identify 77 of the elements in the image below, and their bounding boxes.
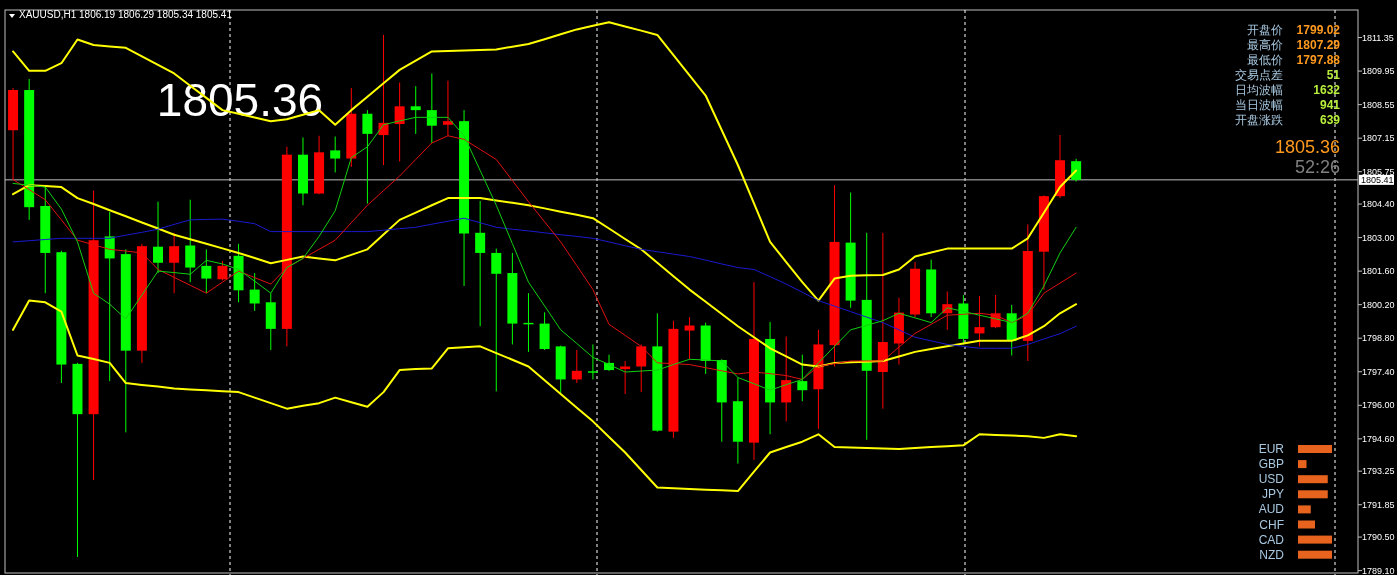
- y-tick-label: 1796.00: [1362, 400, 1395, 411]
- line-series: [12, 299, 1078, 493]
- candlestick: [797, 354, 808, 402]
- candlestick: [684, 316, 695, 360]
- candlestick: [426, 72, 437, 144]
- bar: [1298, 505, 1311, 514]
- bar: [1298, 520, 1315, 529]
- y-tick-label: 1791.85: [1362, 499, 1395, 510]
- annotation: 开盘价: [1247, 23, 1283, 37]
- y-tick-label: 1809.95: [1362, 66, 1395, 77]
- y-tick-label: NZD: [1259, 547, 1285, 562]
- candlestick: [169, 232, 180, 294]
- candlestick: [781, 336, 792, 422]
- y-tick-label: 1805.75: [1362, 166, 1395, 177]
- candlestick: [362, 109, 373, 205]
- y-tick-label: GBP: [1258, 457, 1284, 472]
- y-tick-label: 1800.20: [1362, 299, 1395, 310]
- candlestick: [636, 343, 647, 393]
- candlestick: [153, 201, 164, 274]
- y-tick-label: 1807.15: [1362, 133, 1395, 144]
- y-tick-label: 1808.55: [1362, 99, 1395, 110]
- candlestick: [587, 343, 598, 380]
- annotation: 1799.02: [1296, 23, 1341, 37]
- y-tick-label: 1797.40: [1362, 366, 1395, 377]
- y-tick-label: 1803.00: [1362, 232, 1395, 243]
- y-tick-label: AUD: [1258, 502, 1285, 517]
- candlestick: [442, 80, 453, 137]
- y-tick-label: 1794.60: [1362, 433, 1395, 444]
- candlestick: [217, 260, 228, 281]
- candlestick: [249, 272, 260, 312]
- y-tick-label: CHF: [1259, 517, 1284, 532]
- y-tick-label: EUR: [1258, 442, 1285, 456]
- candlestick: [185, 199, 196, 283]
- y-tick-label: JPY: [1261, 487, 1284, 502]
- annotation: 1805.36: [1274, 137, 1340, 157]
- bar: [1298, 535, 1332, 544]
- candlestick: [201, 248, 212, 294]
- y-tick-label: 1804.40: [1362, 199, 1395, 210]
- annotation: 941: [1319, 98, 1341, 112]
- candlestick: [394, 82, 405, 162]
- annotation: 最高价: [1247, 38, 1283, 52]
- y-tick-label: USD: [1258, 472, 1285, 487]
- candlestick: [491, 248, 502, 392]
- bar: [1298, 490, 1328, 499]
- annotation: 当日波幅: [1235, 98, 1283, 112]
- bar: [1298, 460, 1307, 469]
- candlestick: [974, 295, 985, 347]
- y-tick-label: 1793.25: [1362, 466, 1395, 477]
- y-tick-label: 1790.50: [1362, 532, 1395, 543]
- y-tick-label: 1798.80: [1362, 333, 1395, 344]
- candlestick: [475, 200, 486, 327]
- annotation: 开盘涨跌: [1235, 113, 1283, 127]
- candlestick: [571, 349, 582, 384]
- ref-line-label: 1805.41: [1361, 175, 1394, 186]
- annotation: 交易点差: [1235, 68, 1283, 82]
- annotation: 最低价: [1247, 53, 1283, 67]
- candlestick: [330, 136, 341, 173]
- bar: [1298, 445, 1332, 453]
- chart-title: XAUUSD,H1 1806.19 1806.29 1805.34 1805.41: [19, 9, 233, 20]
- annotation: 1807.29: [1296, 38, 1341, 52]
- annotation: 1632: [1313, 83, 1341, 97]
- line-series: [12, 21, 1078, 302]
- bar: [1298, 550, 1332, 559]
- candlestick: [410, 85, 421, 135]
- y-tick-label: 1801.60: [1362, 266, 1395, 277]
- line-series: [12, 184, 1078, 368]
- annotation: 1797.88: [1296, 53, 1341, 67]
- annotation: 639: [1319, 113, 1341, 127]
- annotation: 51: [1326, 68, 1341, 82]
- candlestick: [620, 360, 631, 395]
- line-series: [12, 217, 1077, 349]
- y-tick-label: 1789.10: [1362, 565, 1395, 575]
- annotation: 52:26: [1294, 157, 1340, 177]
- annotation: 日均波幅: [1235, 83, 1283, 97]
- y-tick-label: 1811.35: [1362, 32, 1394, 43]
- y-tick-label: CAD: [1258, 532, 1285, 547]
- bar: [1298, 475, 1328, 484]
